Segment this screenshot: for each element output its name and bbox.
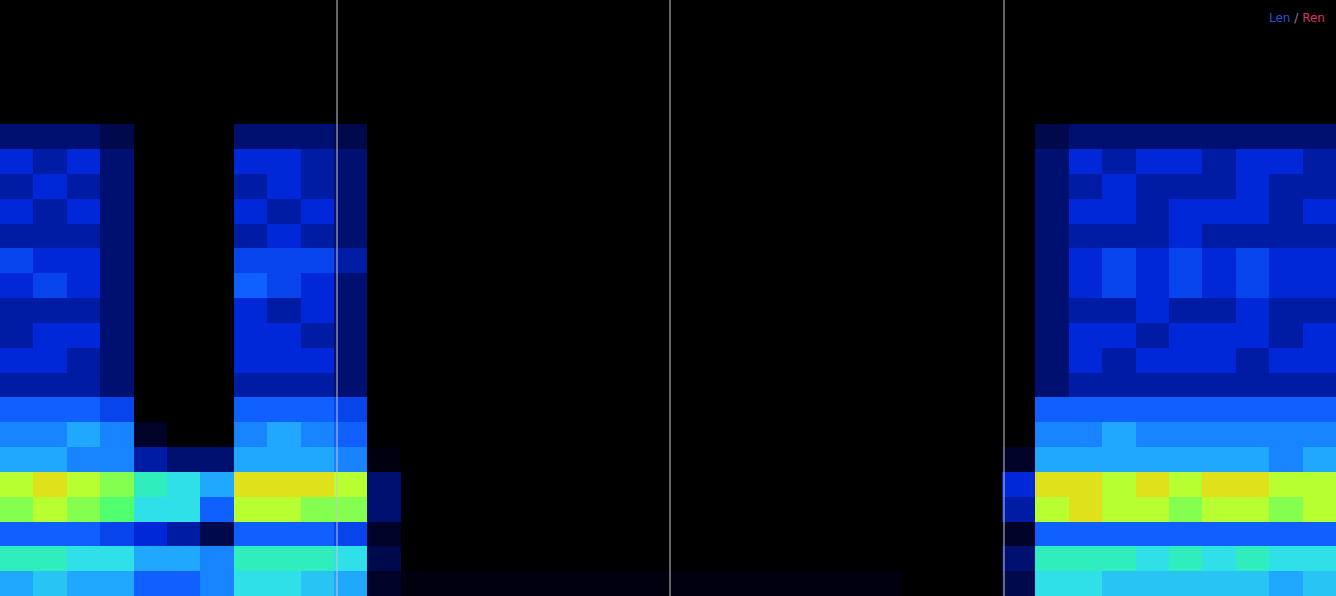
svg-text:Len / Ren: Len / Ren	[1269, 11, 1325, 25]
